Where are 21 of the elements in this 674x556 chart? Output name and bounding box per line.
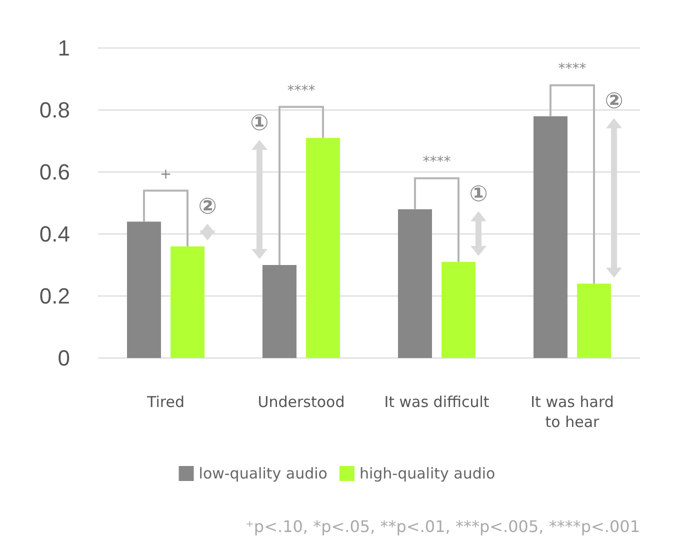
y-tick-label: 1 <box>58 36 70 60</box>
annotation: ② <box>198 194 217 220</box>
annotation: ② <box>604 89 624 114</box>
y-tick-label: 0.2 <box>39 284 70 308</box>
annotation: ① <box>469 182 488 208</box>
x-tick-label: It was difficult <box>384 393 490 411</box>
annotation: **** <box>287 82 316 99</box>
y-tick-label: 0.4 <box>39 222 70 246</box>
annotation: **** <box>558 61 586 78</box>
annotation: **** <box>422 154 451 170</box>
legend-label: low-quality audio <box>198 464 328 482</box>
x-tick-label: Tired <box>146 393 184 411</box>
y-tick-label: 0.6 <box>39 160 70 184</box>
annotation: ① <box>250 110 269 136</box>
text: ⁺p<.10, *p<.05, **p<.01, ***p<.005, ****p<.001 <box>245 517 640 536</box>
x-tick-label: It was hard to hear <box>530 393 614 431</box>
x-tick-label: Understood <box>258 393 345 411</box>
y-tick-label: 0.8 <box>39 98 70 122</box>
legend-label: high-quality audio <box>359 464 496 482</box>
y-tick-label: 0 <box>58 346 70 370</box>
annotation: + <box>160 166 172 183</box>
